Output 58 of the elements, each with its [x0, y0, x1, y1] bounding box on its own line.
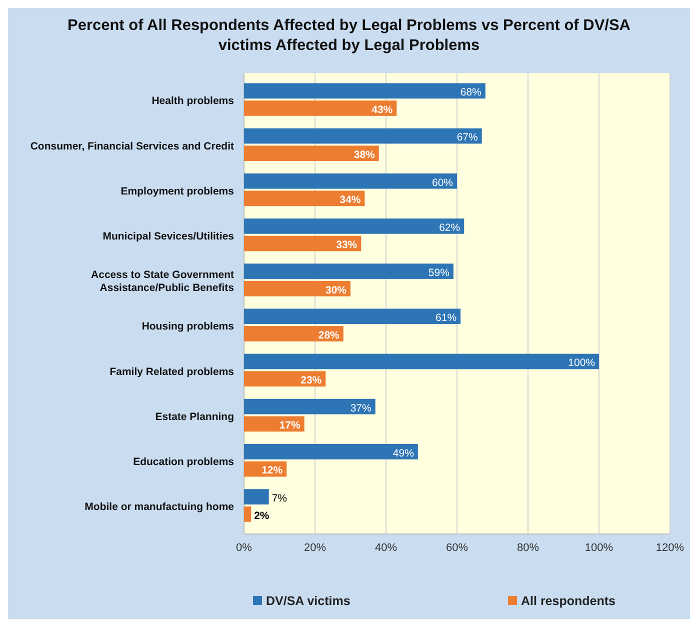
data-label: 28%	[318, 329, 340, 342]
bar	[244, 444, 418, 460]
y-tick-label: Employment problems	[120, 185, 234, 198]
data-label: 49%	[392, 447, 414, 460]
bar	[244, 264, 454, 279]
y-tick-label: Municipal Sevices/Utilities	[102, 230, 234, 243]
y-tick-label: Mobile or manufactuing home	[84, 501, 234, 514]
data-label: 61%	[436, 312, 457, 324]
chart-title: Percent of All Respondents Affected by Legal Problems vs Percent of DV/SA victims Affected by Legal Problems	[67, 17, 631, 54]
data-label: 100%	[568, 357, 595, 370]
bar	[244, 236, 362, 252]
y-tick-label: Family Related problems	[110, 366, 234, 378]
y-tick-label: Education problems	[133, 456, 234, 468]
data-label: 7%	[272, 492, 288, 504]
data-label: 34%	[340, 194, 362, 206]
x-tick-label: 60%	[446, 542, 468, 554]
data-label: 17%	[279, 420, 302, 432]
bar	[244, 218, 464, 234]
bar	[244, 326, 344, 342]
data-label: 37%	[350, 402, 372, 414]
y-tick-label: Estate Planning	[155, 410, 234, 423]
x-tick-label: 120%	[656, 542, 684, 554]
data-label: 33%	[336, 239, 358, 252]
bar	[244, 371, 326, 386]
y-tick-label: Consumer, Financial Services and Credit	[30, 140, 234, 152]
y-tick-label: Housing problems	[142, 320, 234, 333]
bar	[244, 308, 461, 324]
bar	[244, 489, 269, 504]
data-label: 2%	[254, 510, 270, 522]
data-label: 68%	[460, 86, 482, 99]
data-label: 38%	[354, 149, 376, 161]
bar	[244, 146, 379, 161]
x-tick-label: 80%	[516, 542, 540, 554]
data-label: 59%	[428, 266, 450, 279]
data-label: 62%	[439, 222, 460, 234]
data-label: 23%	[300, 374, 322, 386]
x-tick-label: 40%	[374, 542, 398, 554]
y-tick-label: Access to State Government Assistance/Public Benefits	[91, 269, 234, 294]
data-label: 60%	[432, 176, 453, 189]
x-tick-label: 0%	[236, 542, 252, 554]
bar	[244, 354, 599, 370]
y-tick-label: Health problems	[152, 95, 234, 108]
x-tick-label: 100%	[584, 542, 614, 554]
bar	[244, 398, 376, 414]
data-label: 67%	[456, 132, 478, 144]
data-label: 43%	[372, 104, 394, 116]
x-tick-label: 20%	[304, 542, 326, 554]
legend-label: DV/SA victims	[266, 594, 350, 608]
data-label: 30%	[325, 284, 348, 296]
bar	[244, 83, 486, 99]
data-label: 12%	[262, 464, 284, 477]
bar	[244, 128, 482, 144]
bar	[244, 506, 252, 522]
legend-label: All respondents	[521, 594, 616, 608]
bar	[244, 173, 457, 189]
bar	[244, 280, 350, 296]
bar	[244, 190, 365, 206]
bar	[244, 100, 397, 116]
